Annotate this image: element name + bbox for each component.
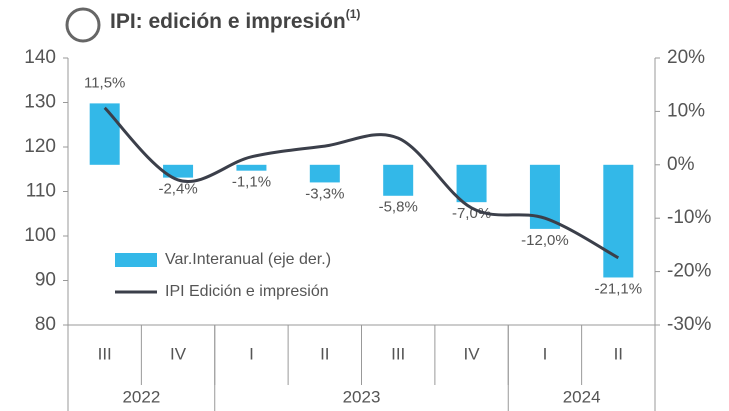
x-tick-label: III (391, 344, 405, 363)
x-tick-label: II (320, 344, 329, 363)
x-group-label: 2022 (122, 387, 160, 406)
value-label: -3,3% (305, 185, 344, 202)
value-label: 11,5% (84, 74, 125, 91)
x-tick-label: IV (170, 344, 187, 363)
bar (89, 103, 120, 165)
x-tick-label: IV (464, 344, 481, 363)
legend-swatch (115, 253, 157, 267)
title-icon (65, 7, 101, 43)
x-group-label: 2024 (563, 387, 601, 406)
y-tick-label: 100 (24, 225, 56, 246)
legend-label: IPI Edición e impresión (165, 283, 329, 300)
title-note: (1) (346, 7, 361, 21)
y2-tick-label: -20% (667, 261, 711, 282)
x-tick-label: III (98, 344, 112, 363)
x-tick-label: II (614, 344, 623, 363)
y-tick-label: 130 (24, 92, 56, 113)
y2-tick-label: 20% (667, 47, 705, 68)
bar (383, 164, 414, 196)
bar (603, 164, 634, 278)
bar (456, 164, 487, 203)
y-tick-label: 80 (35, 314, 56, 335)
value-label: -7,0% (452, 205, 491, 222)
y2-tick-label: 0% (667, 154, 695, 175)
bar (163, 164, 194, 178)
y2-tick-label: -30% (667, 314, 711, 335)
chart-title: IPI: edición e impresión(1) (110, 7, 360, 32)
bar (309, 164, 340, 183)
value-label: -1,1% (232, 174, 271, 191)
value-label: -21,1% (595, 280, 643, 297)
title-text: IPI: edición e impresión (110, 10, 346, 33)
x-tick-label: I (543, 344, 548, 363)
legend-label: Var.Interanual (eje der.) (165, 251, 331, 268)
y-tick-label: 110 (26, 181, 56, 202)
bar (236, 164, 267, 171)
y2-tick-label: -10% (667, 207, 711, 228)
line (103, 106, 620, 260)
y-tick-label: 140 (24, 47, 56, 68)
y-tick-label: 90 (35, 270, 56, 291)
x-group-label: 2023 (343, 387, 381, 406)
value-label: -5,8% (379, 199, 418, 216)
value-label: -12,0% (521, 232, 569, 249)
y-tick-label: 120 (24, 136, 56, 157)
value-label: -2,4% (158, 181, 197, 198)
y2-tick-label: 10% (667, 100, 705, 121)
x-tick-label: I (249, 344, 254, 363)
